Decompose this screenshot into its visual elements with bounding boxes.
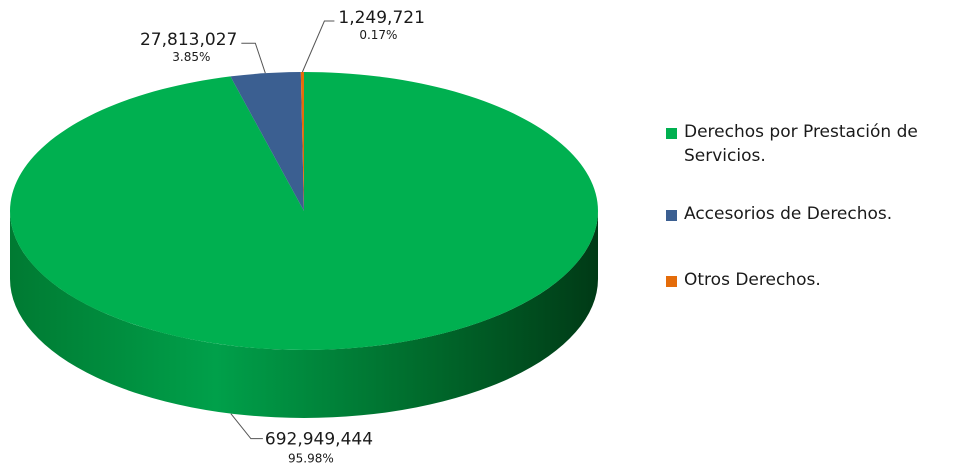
legend-swatch (666, 210, 677, 221)
data-label-percent: 0.17% (359, 28, 397, 42)
legend-label: Otros Derechos. (684, 270, 821, 290)
data-label-value: 1,249,721 (338, 8, 425, 28)
legend-item-derechos-prestacion: Derechos por Prestación de Servicios. (666, 120, 951, 168)
pie-side-wall (10, 211, 598, 418)
slice-derechos-prestacion (10, 72, 599, 350)
slice-otros (300, 72, 304, 211)
data-label-value: 27,813,027 (140, 30, 237, 50)
leader-line (241, 42, 266, 74)
data-label-value: 692,949,444 (265, 430, 373, 450)
data-label-percent: 95.98% (288, 452, 334, 466)
legend-swatch (666, 276, 677, 287)
slice-accesorios (230, 72, 304, 212)
data-label-percent: 3.85% (172, 50, 210, 64)
leader-line (230, 413, 263, 440)
legend: Derechos por Prestación de Servicios. Ac… (666, 120, 951, 334)
legend-swatch (666, 128, 677, 139)
leader-line (301, 20, 335, 73)
legend-item-accesorios: Accesorios de Derechos. (666, 202, 951, 226)
legend-item-otros: Otros Derechos. (666, 268, 951, 292)
legend-label: Derechos por Prestación de Servicios. (684, 122, 918, 166)
legend-label: Accesorios de Derechos. (684, 204, 893, 224)
